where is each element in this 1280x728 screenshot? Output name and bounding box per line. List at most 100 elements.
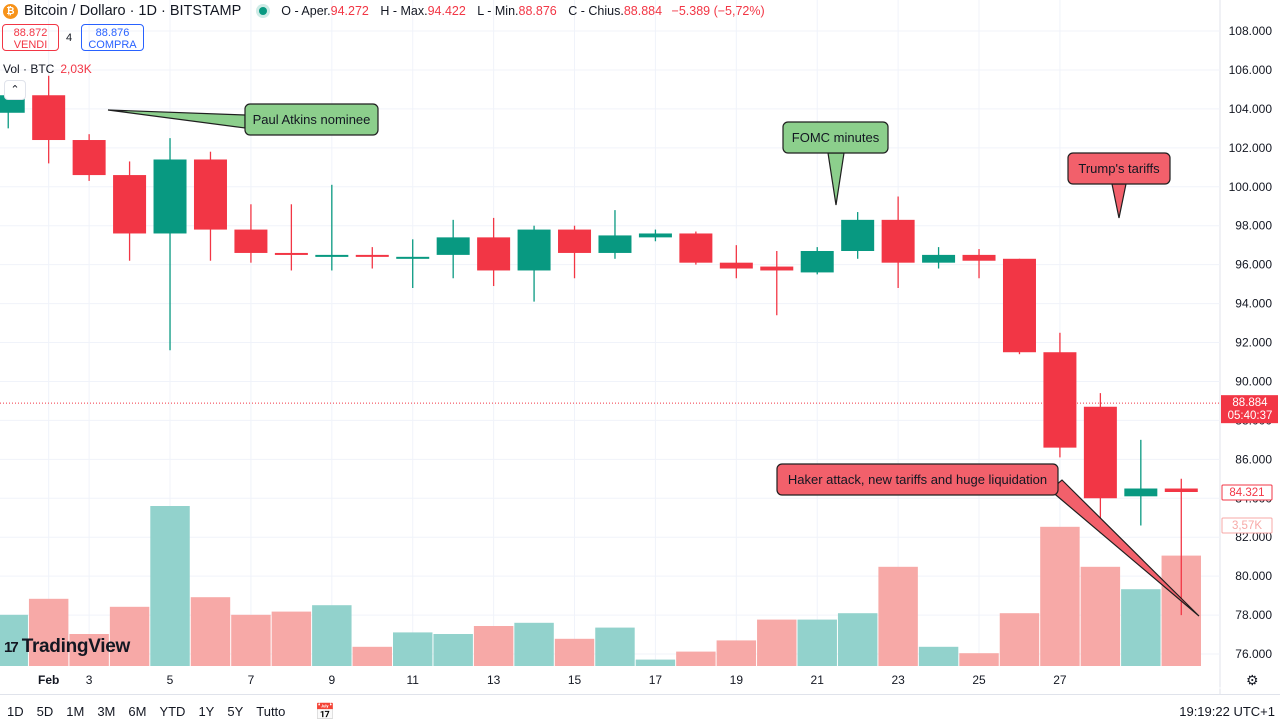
price-tick-label: 76.000	[1235, 647, 1272, 661]
candle-body	[315, 254, 349, 257]
timeframe-ytd[interactable]: YTD	[159, 704, 186, 719]
candle-body	[477, 237, 511, 271]
volume-bar	[837, 613, 878, 666]
candle-body	[113, 175, 147, 234]
ohlc-legend: O - Aper.94.272 H - Max.94.422 L - Min.8…	[281, 4, 764, 18]
callout-text: Haker attack, new tariffs and huge liqui…	[788, 472, 1047, 487]
clock[interactable]: 19:19:22 UTC+1	[1179, 704, 1275, 719]
current-price-badge	[1221, 484, 1273, 501]
timeframe-3m[interactable]: 3M	[97, 704, 116, 719]
volume-bar	[473, 626, 514, 666]
volume-bar	[393, 632, 433, 666]
candle-body	[719, 262, 753, 269]
volume-bar	[716, 640, 757, 666]
volume-bar	[231, 614, 271, 666]
candle-body	[679, 233, 713, 263]
candle-body	[638, 233, 672, 238]
countdown-label: 05:40:37	[1228, 410, 1273, 422]
volume-bar	[150, 506, 190, 666]
candle-body	[1124, 488, 1158, 497]
volume-bar	[190, 597, 231, 666]
price-axis: 76.00078.00080.00082.00084.00086.00088.0…	[1229, 24, 1273, 661]
timeframe-1y[interactable]: 1Y	[198, 704, 215, 719]
price-tick-label: 108.000	[1229, 24, 1273, 38]
callout-box	[1067, 152, 1171, 185]
volume-bar	[0, 614, 28, 666]
timeframe-1m[interactable]: 1M	[66, 704, 85, 719]
current-volume-badge	[1221, 517, 1273, 534]
time-tick-label: 9	[328, 673, 335, 687]
price-tick-label: 90.000	[1235, 374, 1272, 388]
volume-bar	[271, 611, 312, 666]
sell-button[interactable]: 88.872 VENDI	[2, 24, 59, 51]
volume-bar	[514, 622, 554, 666]
bottom-toolbar: 1D 5D 1M 3M 6M YTD 1Y 5Y Tutto 📅 19:19:22 UTC+1	[0, 694, 1280, 728]
timeframe-buttons: 1D 5D 1M 3M 6M YTD 1Y 5Y Tutto	[0, 704, 291, 719]
market-status-dot	[259, 7, 268, 15]
time-tick-label: 3	[86, 673, 93, 687]
gear-icon[interactable]: ⚙	[1246, 672, 1259, 688]
close-value: 88.884	[623, 4, 663, 18]
time-tick-label: 27	[1053, 673, 1067, 687]
candle-body	[355, 254, 389, 257]
volume-bar	[69, 634, 109, 666]
candle-body	[922, 254, 956, 263]
buy-button[interactable]: 88.876 COMPRA	[81, 24, 144, 51]
volume-bar	[109, 606, 150, 666]
timeframe-1d[interactable]: 1D	[7, 704, 24, 719]
candle-body	[881, 219, 915, 263]
candle-body	[1043, 352, 1077, 448]
candle-body	[517, 229, 551, 271]
candles	[0, 75, 1198, 616]
callout-box	[244, 103, 379, 136]
low-label: L - Min.	[477, 4, 519, 18]
current-price-label: 84.321	[1229, 487, 1264, 499]
sell-price: 88.872	[13, 27, 48, 39]
candle-body	[153, 159, 187, 234]
volume-legend-value: 2,03K	[60, 62, 92, 76]
volume-bar	[918, 646, 959, 666]
bitcoin-icon: ₿	[3, 3, 18, 19]
timeframe-6m[interactable]: 6M	[128, 704, 147, 719]
time-tick-label: 19	[730, 673, 744, 687]
callout-pointer	[107, 109, 246, 129]
date-range-icon[interactable]: 📅	[315, 703, 336, 721]
candle-body	[558, 229, 592, 253]
price-tick-label: 100.000	[1229, 180, 1273, 194]
timeframe-5d[interactable]: 5D	[36, 704, 54, 719]
timeframe-5y[interactable]: 5Y	[227, 704, 244, 719]
timeframe-tutto[interactable]: Tutto	[256, 704, 286, 719]
volume-bar	[635, 659, 676, 666]
candle-body	[32, 95, 66, 141]
tradingview-logo[interactable]: 17 TradingView	[4, 636, 130, 658]
volume-bar	[312, 605, 352, 666]
price-chart[interactable]: Paul Atkins nominee FOMC minutes Trump's t…	[0, 0, 1280, 694]
volume-legend[interactable]: Vol · BTC 2,03K	[3, 62, 92, 76]
time-tick-label: Feb	[38, 673, 59, 687]
tradingview-mark-icon: 17	[4, 638, 19, 656]
open-value: 94.272	[330, 4, 369, 18]
current-volume-label: 3,57K	[1232, 520, 1262, 532]
volume-bar	[757, 619, 797, 666]
collapse-legend-button[interactable]: ⌃	[4, 80, 26, 100]
time-tick-label: 5	[167, 673, 174, 687]
price-tick-label: 94.000	[1235, 297, 1272, 311]
chevron-up-icon: ⌃	[10, 84, 20, 96]
price-tick-label: 82.000	[1235, 530, 1272, 544]
candle-body	[436, 237, 470, 255]
time-tick-label: 15	[568, 673, 582, 687]
time-tick-label: 25	[972, 673, 986, 687]
time-tick-label: 7	[248, 673, 255, 687]
volume-bar	[878, 566, 918, 666]
callout-text: FOMC minutes	[792, 130, 880, 145]
time-tick-label: 23	[891, 673, 905, 687]
callout-pointer	[1111, 183, 1127, 219]
candle-body	[1083, 406, 1117, 499]
candle-body	[800, 250, 834, 273]
symbol-title[interactable]: Bitcoin / Dollaro · 1D · BITSTAMP	[24, 3, 242, 19]
volume-bar	[676, 651, 716, 666]
price-tick-label: 96.000	[1235, 258, 1272, 272]
high-value: 94.422	[427, 4, 466, 18]
volume-bar	[1040, 526, 1080, 666]
